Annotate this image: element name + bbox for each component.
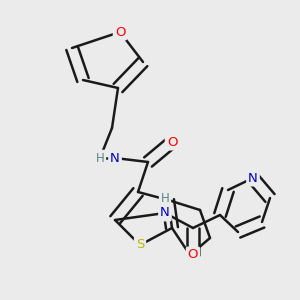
Text: N: N [160,206,170,220]
Text: O: O [188,248,198,262]
Text: N: N [248,172,258,184]
Text: S: S [136,238,144,251]
Text: O: O [115,26,125,38]
Text: N: N [110,152,120,164]
Text: H: H [96,152,104,164]
Text: H: H [160,191,169,205]
Text: O: O [167,136,177,148]
